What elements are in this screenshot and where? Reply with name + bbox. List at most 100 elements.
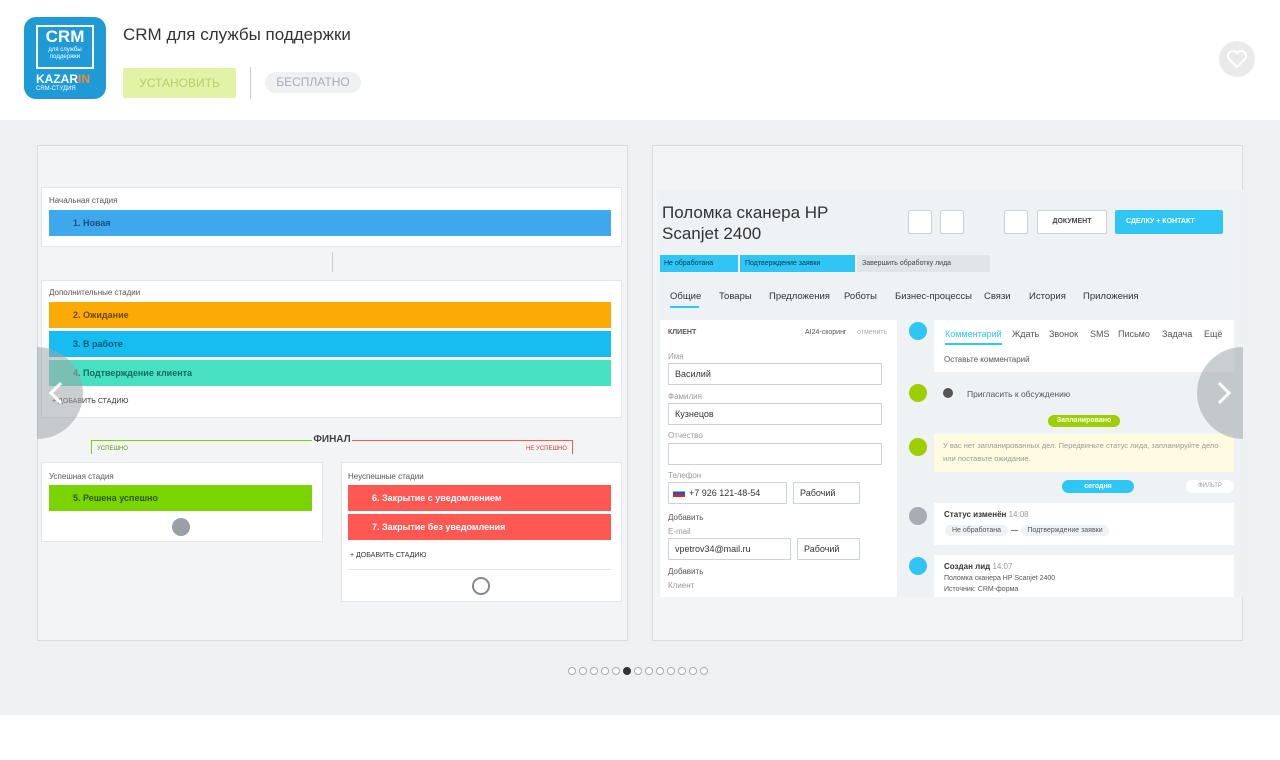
- scoring[interactable]: AI24-скоринг: [805, 329, 847, 336]
- today-badge: сегодня: [1062, 480, 1134, 493]
- success-tag: УСПЕШНО: [97, 446, 128, 452]
- dot[interactable]: [601, 667, 609, 675]
- stage: 7. Закрытие без уведомления: [348, 514, 611, 540]
- timeline-tab[interactable]: Ещё: [1204, 329, 1223, 339]
- timeline-tab[interactable]: Звонок: [1049, 329, 1079, 339]
- item-title: Статус изменён: [944, 510, 1007, 519]
- app-name: CRM для службы поддержки: [123, 25, 351, 44]
- logo-brand: KAZARIN: [36, 72, 90, 86]
- add-link[interactable]: Добавить: [668, 513, 704, 522]
- header: [0, 0, 1280, 120]
- history-item: [934, 503, 1234, 545]
- tab[interactable]: Приложения: [1083, 291, 1139, 302]
- notice: У вас нет запланированных дел. Передвинь…: [934, 434, 1234, 472]
- item-header: Создан лид 14:07: [944, 562, 1012, 571]
- dot[interactable]: [678, 667, 686, 675]
- field-label: Фамилия: [668, 392, 702, 401]
- dot[interactable]: [579, 667, 587, 675]
- item-time: 14:08: [1008, 510, 1029, 519]
- dot[interactable]: [656, 667, 664, 675]
- chat-button[interactable]: [972, 210, 996, 234]
- next-arrow[interactable]: [1197, 347, 1243, 439]
- tab[interactable]: Бизнес-процессы: [895, 291, 972, 302]
- tab[interactable]: История: [1029, 291, 1066, 302]
- arrow: [1011, 530, 1018, 531]
- stage: 1. Новая: [49, 210, 611, 236]
- settings-button[interactable]: [1004, 210, 1028, 234]
- pipeline-step[interactable]: Завершить обработку лида: [857, 255, 990, 272]
- dot[interactable]: [689, 667, 697, 675]
- heading: Успешная стадия: [49, 472, 114, 481]
- comment-placeholder[interactable]: Оставьте комментарий: [944, 355, 1030, 364]
- delete-icon: [472, 577, 490, 595]
- input[interactable]: vpetrov34@mail.ru: [668, 538, 791, 560]
- favorite-button[interactable]: [1219, 41, 1255, 77]
- add-stage[interactable]: + ДОБАВИТЬ СТАДИЮ: [52, 398, 129, 405]
- stage: 6. Закрытие с уведомлением: [348, 485, 611, 511]
- timeline-icon: [909, 557, 927, 575]
- add-link[interactable]: Добавить: [668, 567, 704, 576]
- input[interactable]: [668, 443, 882, 465]
- success-bracket: [91, 440, 312, 454]
- convert-button[interactable]: СДЕЛКУ + КОНТАКТ: [1115, 210, 1223, 234]
- timeline-tab[interactable]: Комментарий: [945, 329, 1002, 339]
- heading: Дополнительные стадии: [49, 288, 141, 297]
- item-time: 14:07: [992, 562, 1013, 571]
- install-button[interactable]: УСТАНОВИТЬ: [123, 68, 236, 98]
- tab-underline: [945, 343, 1002, 345]
- pipeline-step[interactable]: Не обработана: [660, 255, 738, 272]
- add-stage[interactable]: + ДОБАВИТЬ СТАДИЮ: [350, 552, 427, 559]
- call-button[interactable]: [908, 210, 932, 234]
- tab[interactable]: Общие: [670, 291, 702, 302]
- timeline-tab[interactable]: SMS: [1090, 329, 1110, 339]
- tab[interactable]: Предложения: [769, 291, 830, 302]
- mail-button[interactable]: [940, 210, 964, 234]
- field-label: Имя: [668, 352, 684, 361]
- timeline-tab[interactable]: Задача: [1162, 329, 1193, 339]
- dot[interactable]: [700, 667, 708, 675]
- prev-arrow[interactable]: [37, 347, 83, 439]
- timeline-tab[interactable]: Ждать: [1012, 329, 1040, 339]
- select[interactable]: Рабочий: [793, 482, 860, 504]
- brand: KAZAR: [36, 72, 78, 86]
- trophy-icon: [172, 518, 190, 536]
- item-line: Источник: CRM-форма: [944, 586, 1019, 593]
- tab[interactable]: Товары: [719, 291, 752, 302]
- price: БЕСПЛАТНО: [265, 72, 361, 93]
- select[interactable]: Рабочий: [797, 538, 860, 560]
- status-chip: Подтверждение заявки: [1021, 525, 1109, 536]
- field-label: Отчество: [668, 431, 703, 440]
- dot[interactable]: [645, 667, 653, 675]
- heart-icon: [1227, 50, 1247, 69]
- pipeline-step[interactable]: Подтверждение заявки: [740, 255, 855, 272]
- heading: Начальная стадия: [49, 196, 118, 205]
- input[interactable]: Василий: [668, 363, 882, 385]
- field-label: Клиент: [668, 581, 695, 590]
- timeline-icon: [909, 438, 927, 456]
- dot[interactable]: [634, 667, 642, 675]
- tab[interactable]: Связи: [984, 291, 1011, 302]
- dot[interactable]: [667, 667, 675, 675]
- cancel[interactable]: отменить: [857, 329, 888, 336]
- stage: 5. Решена успешно: [49, 485, 312, 511]
- final-label: ФИНАЛ: [313, 434, 351, 445]
- fail-tag: НЕ УСПЕШНО: [526, 446, 567, 452]
- field-label: E-mail: [668, 527, 691, 536]
- filter[interactable]: ФИЛЬТР: [1186, 480, 1234, 493]
- input[interactable]: +7 926 121-48-54: [668, 482, 787, 504]
- stage: 2. Ожидание: [49, 302, 611, 328]
- logo: CRM для службы поддержки KAZARIN CRM-СТУ…: [24, 17, 106, 99]
- timeline-tab[interactable]: Письмо: [1118, 329, 1150, 339]
- dot[interactable]: [612, 667, 620, 675]
- dot[interactable]: [590, 667, 598, 675]
- dot[interactable]: [568, 667, 576, 675]
- document-button[interactable]: ДОКУМЕНТ: [1037, 210, 1107, 234]
- client-heading: КЛИЕНТ: [668, 329, 697, 336]
- tab[interactable]: Роботы: [844, 291, 877, 302]
- stage: 3. В работе: [49, 331, 611, 357]
- dot-active[interactable]: [623, 667, 631, 675]
- lead-title: Поломка сканера HP Scanjet 2400: [662, 203, 829, 243]
- invite[interactable]: Пригласить к обсуждению: [967, 389, 1071, 399]
- input[interactable]: Кузнецов: [668, 403, 882, 425]
